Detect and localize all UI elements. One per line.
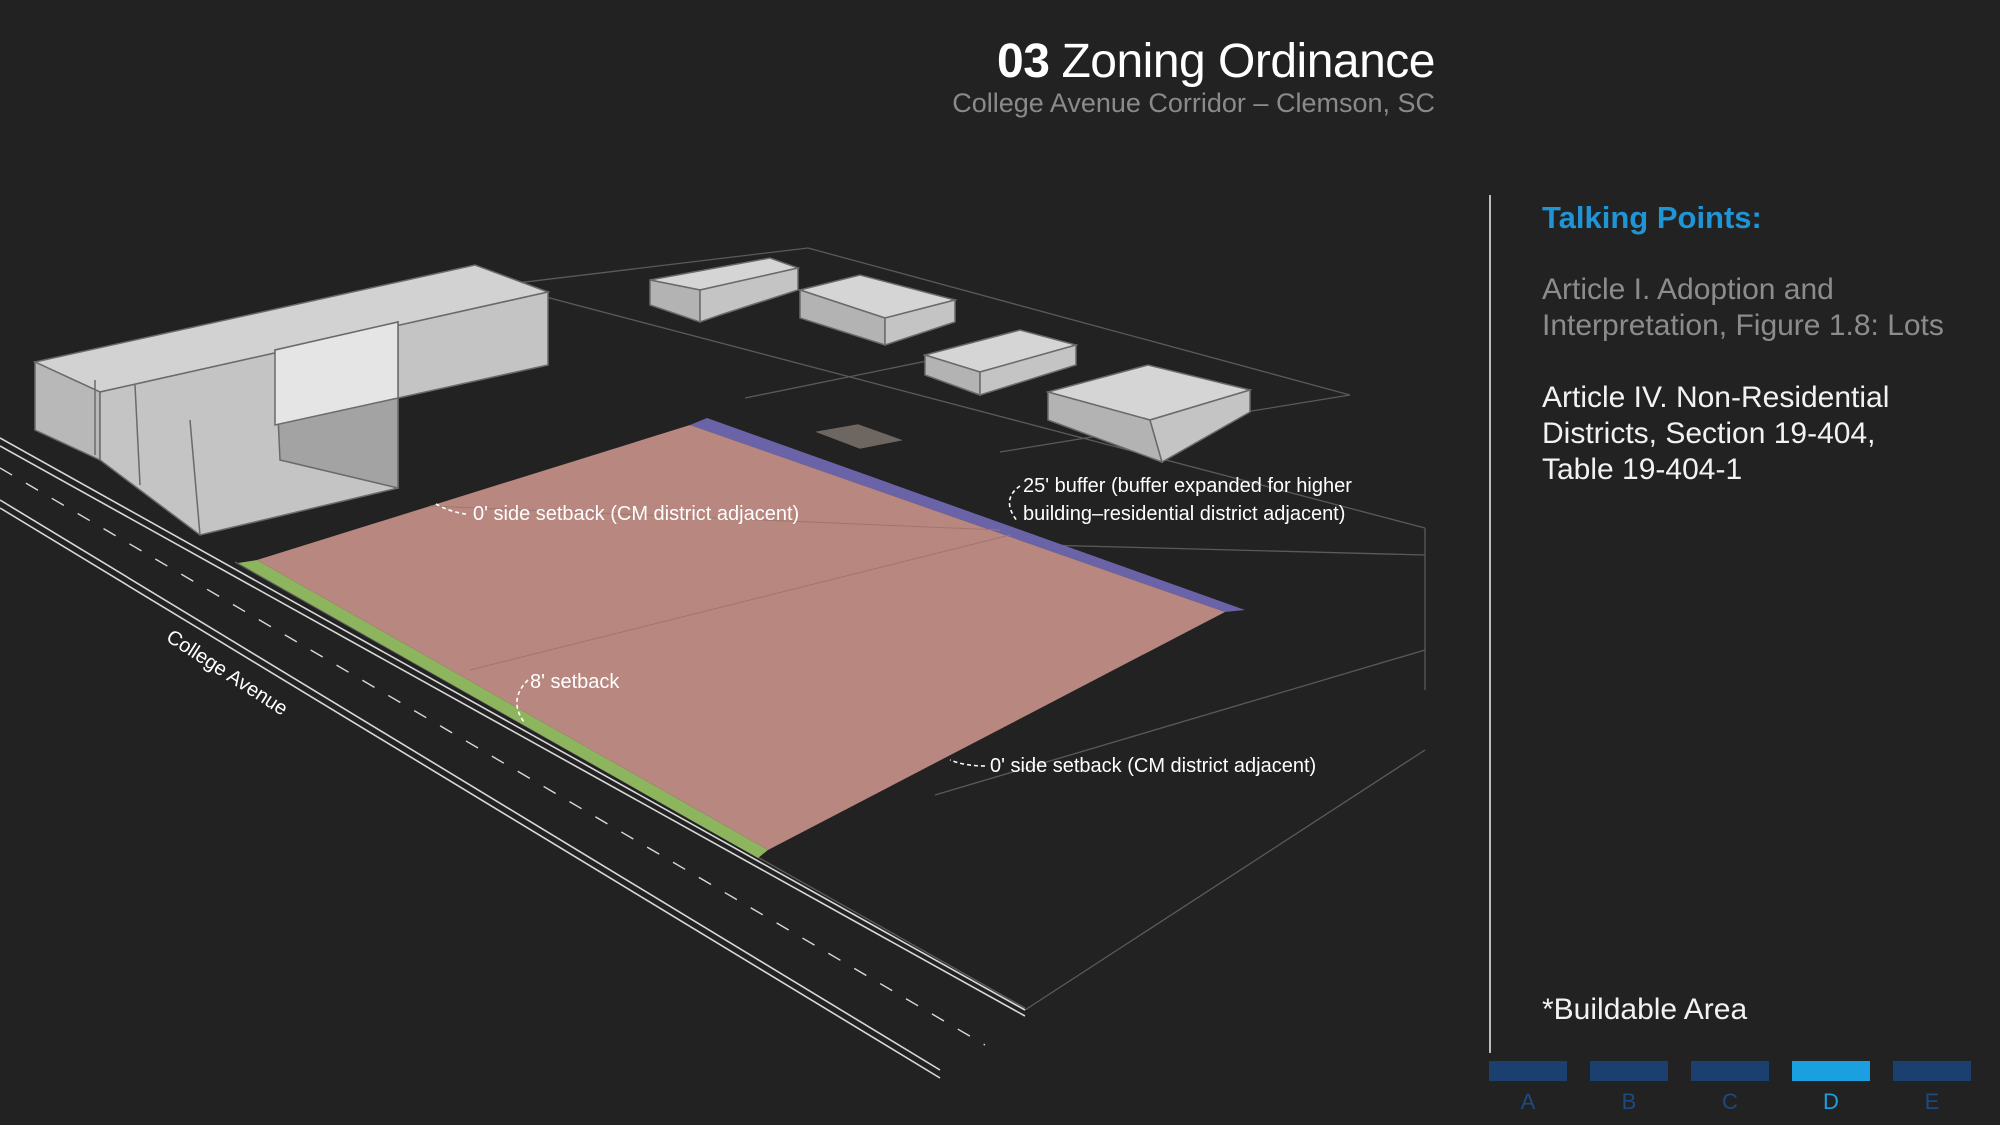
page-title: 03 Zoning Ordinance — [997, 34, 1435, 89]
buildable-area — [257, 425, 1225, 850]
slide-nav: A B C D E — [1489, 1061, 2000, 1125]
reference-article-1-line1: Article I. Adoption and — [1542, 273, 1834, 306]
label-buffer-line1: 25' buffer (buffer expanded for higher — [1023, 475, 1352, 497]
nav-label-a: A — [1520, 1089, 1536, 1114]
small-building-2 — [797, 274, 958, 347]
talking-points-heading: Talking Points: — [1542, 200, 1762, 235]
small-building-4 — [1045, 364, 1253, 464]
lot-zones — [238, 418, 1245, 858]
nav-bar-c — [1691, 1061, 1769, 1081]
small-building-3 — [922, 329, 1079, 397]
small-building-1 — [649, 257, 801, 324]
sidebar-divider — [1489, 195, 1491, 1053]
reference-article-4-line1: Article IV. Non-Residential — [1542, 381, 1890, 414]
section-number: 03 — [997, 35, 1050, 88]
reference-article-4-line3: Table 19-404-1 — [1542, 453, 1743, 486]
parking-pad — [815, 424, 903, 449]
site-diagram: College Avenue 0' side setback (CM distr… — [0, 247, 1426, 1079]
reference-article-4: Article IV. Non-Residential Districts, S… — [1542, 380, 1982, 488]
reference-article-4-line2: Districts, Section 19-404, — [1542, 417, 1876, 450]
buffer-zone — [690, 418, 1245, 612]
nav-label-b: B — [1621, 1089, 1637, 1114]
leader-lines — [435, 485, 1021, 767]
nav-button-a[interactable]: A — [1489, 1061, 1567, 1125]
front-setback-zone — [238, 560, 768, 858]
section-title: Zoning Ordinance — [1061, 35, 1435, 88]
nav-button-b[interactable]: B — [1590, 1061, 1668, 1125]
nav-label-c: C — [1722, 1089, 1738, 1114]
nav-label-d: D — [1823, 1089, 1839, 1114]
nav-bar-b — [1590, 1061, 1668, 1081]
nav-label-e: E — [1924, 1089, 1940, 1114]
buildings — [32, 257, 1253, 536]
label-buffer-line2: building–residential district adjacent) — [1023, 503, 1345, 525]
nav-bar-d — [1792, 1061, 1870, 1081]
street — [0, 437, 1026, 1079]
nav-bar-e — [1893, 1061, 1971, 1081]
nav-button-e[interactable]: E — [1893, 1061, 1971, 1125]
nav-bar-a — [1489, 1061, 1567, 1081]
reference-article-1-line2: Interpretation, Figure 1.8: Lots — [1542, 309, 1944, 342]
label-side-setback-bottom: 0' side setback (CM district adjacent) — [990, 755, 1316, 777]
diagram-labels: 0' side setback (CM district adjacent) 2… — [473, 475, 1352, 777]
large-building — [32, 264, 551, 536]
label-front-setback: 8' setback — [530, 671, 620, 693]
buildable-area-note: *Buildable Area — [1542, 993, 1748, 1026]
label-side-setback-top: 0' side setback (CM district adjacent) — [473, 503, 799, 525]
page-subtitle: College Avenue Corridor – Clemson, SC — [952, 88, 1435, 118]
reference-article-1: Article I. Adoption and Interpretation, … — [1542, 272, 1982, 344]
nav-button-c[interactable]: C — [1691, 1061, 1769, 1125]
nav-button-d[interactable]: D — [1792, 1061, 1870, 1125]
